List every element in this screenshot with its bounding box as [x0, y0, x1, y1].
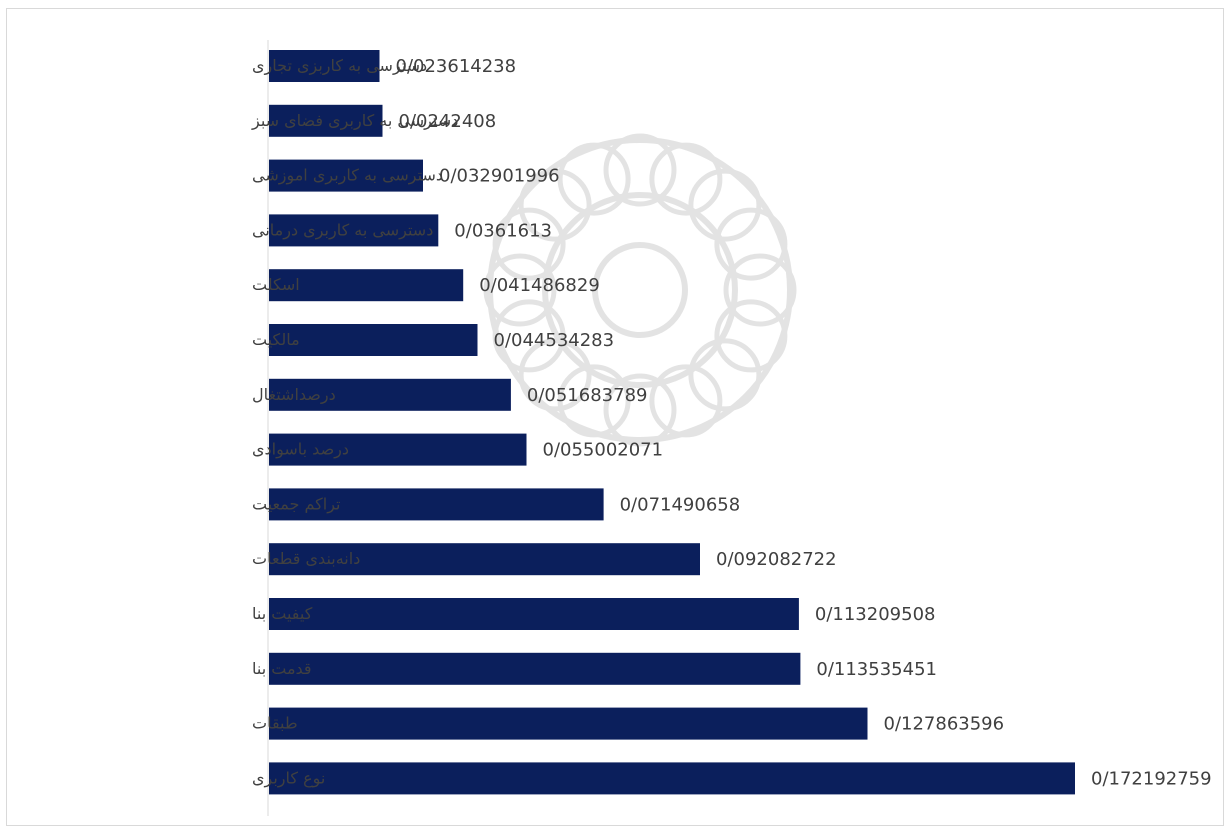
watermark-petal: [649, 142, 723, 216]
category-label: قدمت بنا: [252, 659, 312, 678]
bar: [269, 269, 464, 302]
value-label: 0/071490658: [620, 494, 741, 515]
bar: [269, 598, 799, 630]
bar: [269, 652, 801, 685]
chart-frame: [6, 8, 1224, 826]
value-label: 0/032901996: [439, 166, 560, 187]
watermark-petal: [714, 207, 788, 281]
watermark-petal: [518, 338, 592, 412]
watermark: [483, 133, 797, 447]
category-label: درصداشتغال: [252, 385, 336, 405]
value-label: 0/172192759: [1091, 768, 1212, 789]
category-label: اسکلت: [252, 275, 300, 294]
watermark-petal: [557, 142, 631, 216]
category-label: کیفیت بنا: [252, 604, 313, 623]
watermark-petal: [557, 364, 631, 438]
watermark-petal: [688, 168, 762, 242]
value-label: 0/023614238: [396, 56, 517, 77]
category-label: دسترسی به کاربری فضای سبز: [251, 111, 458, 131]
value-label: 0/113209508: [815, 604, 936, 625]
value-label: 0/127863596: [884, 714, 1005, 735]
bar: [269, 762, 1075, 795]
value-label: 0/0242408: [399, 111, 497, 132]
watermark-petal: [603, 133, 677, 207]
value-label: 0/092082722: [716, 549, 837, 570]
value-label: 0/051683789: [527, 385, 648, 406]
bar: [269, 50, 380, 82]
bar: [269, 707, 868, 740]
watermark-petal: [688, 338, 762, 412]
category-label: مالکیت: [252, 330, 300, 349]
watermark-petal: [492, 299, 566, 373]
category-label: تراکم جمعیت: [252, 494, 340, 514]
category-label: نوع کاربری: [252, 768, 325, 788]
bar: [269, 433, 527, 466]
category-label: درصد باسوادی: [252, 440, 349, 460]
value-label: 0/044534283: [494, 330, 615, 351]
bar: [269, 324, 478, 356]
category-label: دسترسی به کاربزی تجاری: [252, 56, 427, 76]
watermark-petal: [492, 207, 566, 281]
value-label: 0/113535451: [816, 659, 937, 680]
bar: [269, 159, 423, 192]
bar: [269, 214, 439, 247]
bar: [269, 104, 383, 137]
bar: [269, 488, 604, 521]
watermark-petal: [723, 253, 797, 327]
watermark-petal: [714, 299, 788, 373]
category-label: دسترسی به کاربری اموزشی: [252, 166, 443, 186]
watermark-petal: [483, 253, 557, 327]
value-label: 0/0361613: [454, 220, 552, 241]
category-label: دسترسی به کاربری درمانی: [252, 220, 433, 240]
watermark-petal: [603, 373, 677, 447]
watermark-petal: [649, 364, 723, 438]
watermark-petal: [518, 168, 592, 242]
bar: [269, 378, 511, 411]
value-label: 0/055002071: [543, 440, 664, 461]
category-label: طبقات: [252, 714, 298, 733]
bar: [269, 543, 700, 576]
category-label: دانه‌بندی قطعات: [252, 549, 360, 568]
value-label: 0/041486829: [479, 275, 600, 296]
